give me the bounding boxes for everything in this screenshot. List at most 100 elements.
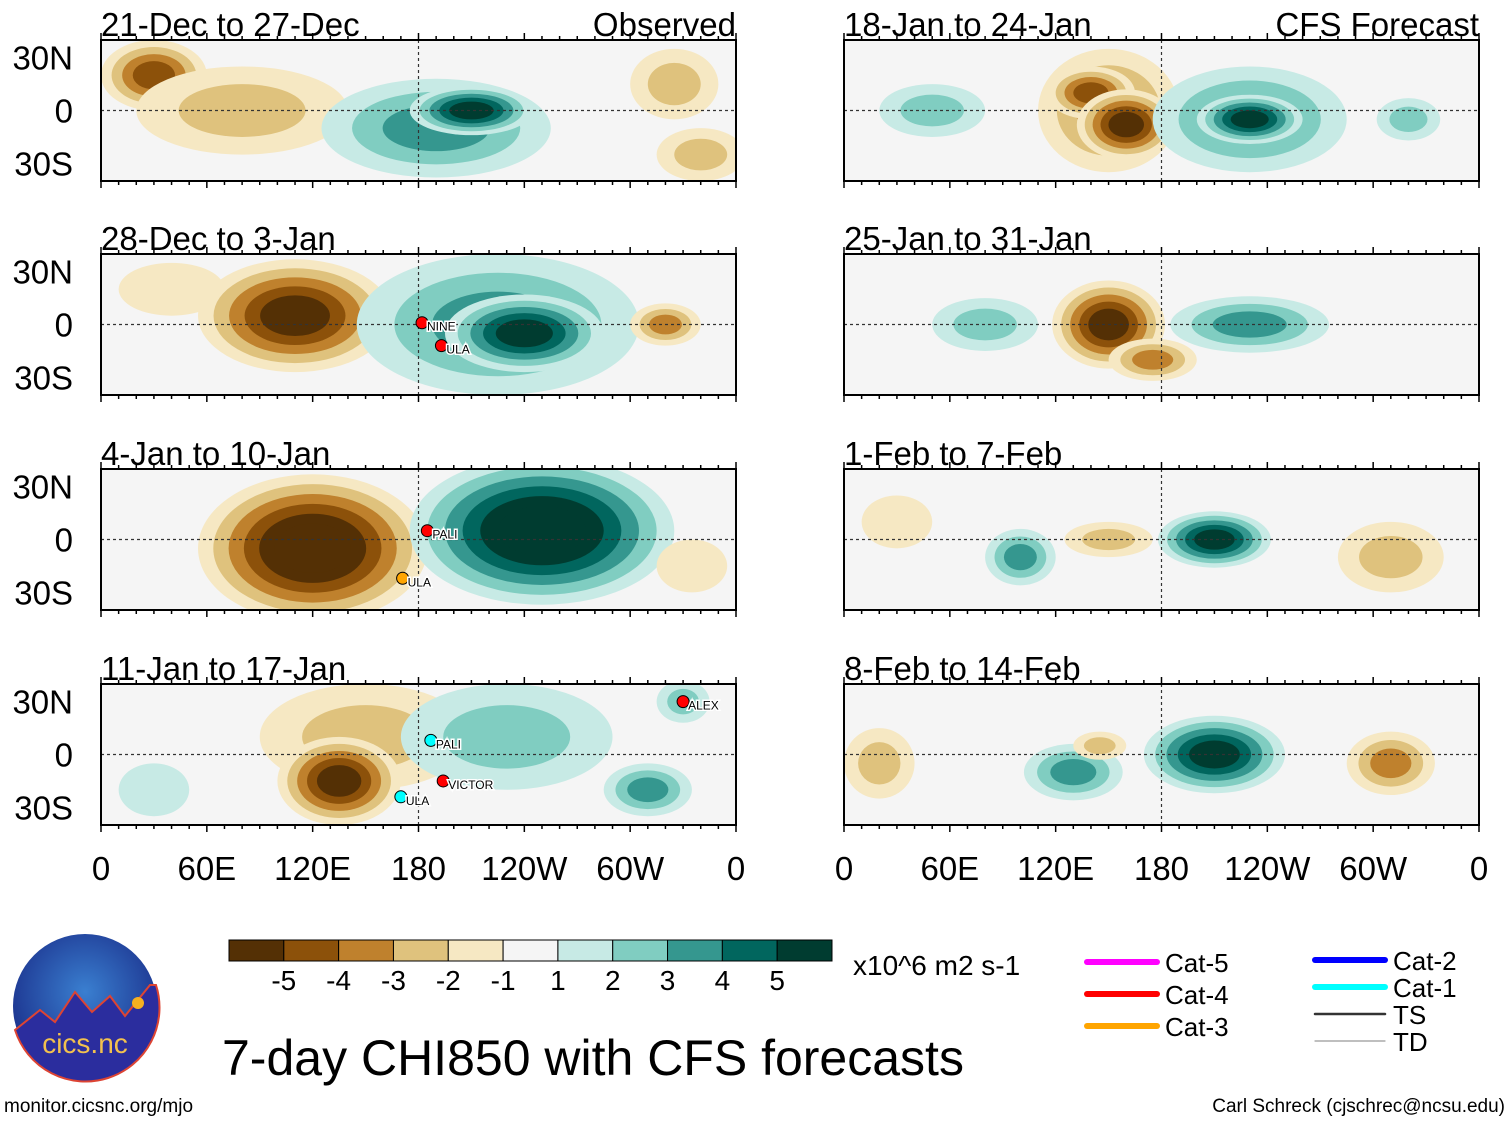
negative-anomaly-contour <box>1359 535 1423 579</box>
colorbar-tick-label: -2 <box>436 965 461 996</box>
lon-label: 120W <box>481 850 568 887</box>
lon-label: 180 <box>1134 850 1189 887</box>
storm-track: ULA <box>394 790 431 809</box>
storm-name: PALI <box>432 528 457 542</box>
storm-legend-label: Cat-3 <box>1165 1012 1229 1042</box>
positive-anomaly-contour <box>1230 110 1269 129</box>
negative-anomaly-contour <box>1370 748 1412 779</box>
storm-legend-item: TD <box>1314 1027 1428 1057</box>
colorbar-tick-label: 3 <box>660 965 676 996</box>
panel-title: 4-Jan to 10-Jan <box>101 435 330 472</box>
panel-title: 28-Dec to 3-Jan <box>101 220 336 257</box>
colorbar-tick-label: -1 <box>491 965 516 996</box>
source-url: monitor.cicsnc.org/mjo <box>4 1096 193 1117</box>
anomaly-contours <box>932 280 1330 381</box>
colorbar-swatch <box>338 939 394 962</box>
map-panel: NINE ULA 28-Dec to 3-Jan 30N 0 30S <box>12 220 737 402</box>
positive-anomaly-contour <box>1189 740 1240 769</box>
storm-marker <box>436 774 450 788</box>
anomaly-contours <box>118 684 710 825</box>
storm-legend-item: Cat-3 <box>1084 1012 1229 1042</box>
lat-label: 30N <box>12 40 73 77</box>
lat-label: 30S <box>14 359 73 396</box>
negative-anomaly-contour <box>316 765 362 797</box>
map-panel: 18-Jan to 24-Jan CFS Forecast <box>843 6 1480 188</box>
positive-anomaly-contour <box>443 705 571 769</box>
negative-anomaly-contour <box>674 138 728 171</box>
lon-label: 180 <box>391 850 446 887</box>
colorbar-swatch <box>502 939 559 962</box>
positive-anomaly-contour <box>1389 106 1428 133</box>
positive-anomaly-contour <box>953 308 1017 341</box>
storm-name: ULA <box>406 794 429 808</box>
storm-marker <box>676 695 690 709</box>
negative-anomaly-contour <box>1083 737 1116 755</box>
storm-marker <box>434 339 448 353</box>
anomaly-contours <box>101 40 736 181</box>
storm-track: NINE <box>415 316 457 335</box>
negative-anomaly-contour <box>656 539 728 593</box>
storm-track: ULA <box>396 571 432 591</box>
lon-label: 120E <box>1017 850 1094 887</box>
panel-title: 1-Feb to 7-Feb <box>844 435 1062 472</box>
storm-legend-label: TD <box>1393 1027 1428 1057</box>
lon-label: 60W <box>596 850 665 887</box>
colorbar-swatch <box>228 939 285 962</box>
panel-title: 25-Jan to 31-Jan <box>844 220 1092 257</box>
lat-label: 30S <box>14 145 73 182</box>
colorbar-swatch <box>612 939 669 962</box>
colorbar-units: x10^6 m2 s-1 <box>853 950 1020 981</box>
lat-label: 0 <box>55 93 73 130</box>
colorbar-swatch <box>447 939 504 962</box>
negative-anomaly-contour <box>1108 111 1145 138</box>
colorbar-swatch <box>776 939 833 962</box>
lon-label: 0 <box>727 850 745 887</box>
storm-name: PALI <box>436 737 461 751</box>
lon-label: 60E <box>920 850 979 887</box>
storm-track: VICTOR <box>436 774 495 793</box>
storm-name: ULA <box>446 343 469 357</box>
storm-name: VICTOR <box>448 778 493 792</box>
storm-legend-item: TS <box>1313 1000 1426 1030</box>
storm-legend-label: Cat-1 <box>1393 973 1457 1003</box>
panel-title: 21-Dec to 27-Dec <box>101 6 360 43</box>
positive-anomaly-contour <box>900 94 964 127</box>
positive-anomaly-contour <box>497 506 587 556</box>
lon-label: 0 <box>1470 850 1488 887</box>
longitude-axes: 0 60E 120E 180 120W 60W 0 0 60E 120E 180 120W 60W 0 <box>92 850 1488 887</box>
map-panels: 21-Dec to 27-Dec Observed 30N 0 30S NINE ULA 28… <box>12 6 1480 832</box>
lon-label: 0 <box>92 850 110 887</box>
colorbar: -5 -4 -3 -2 -1 1 2 3 4 5 <box>228 939 833 996</box>
storm-legend-item: Cat-5 <box>1084 948 1229 978</box>
colorbar-swatch <box>557 939 614 962</box>
lon-label: 60E <box>177 850 236 887</box>
anomaly-contours <box>861 495 1444 593</box>
lat-label: 0 <box>55 307 73 344</box>
lat-label: 30N <box>12 254 73 291</box>
panel-title: 8-Feb to 14-Feb <box>844 650 1081 687</box>
credit: Carl Schreck (cjschrec@ncsu.edu) <box>1212 1096 1505 1117</box>
positive-anomaly-contour <box>1050 758 1097 786</box>
lat-label: 30S <box>14 574 73 611</box>
colorbar-tick-label: -3 <box>381 965 406 996</box>
positive-anomaly-contour <box>495 319 553 348</box>
colorbar-swatch <box>283 939 340 962</box>
colorbar-swatch <box>667 939 723 962</box>
storm-legend-label: Cat-2 <box>1393 946 1457 976</box>
colorbar-tick-label: 5 <box>769 965 785 996</box>
storm-track: ALEX <box>676 695 720 714</box>
positive-anomaly-contour <box>449 101 494 120</box>
storm-marker <box>420 524 434 538</box>
map-panel: 25-Jan to 31-Jan <box>843 220 1480 402</box>
negative-anomaly-contour <box>858 742 901 785</box>
lat-label: 30N <box>12 469 73 506</box>
map-panel: 21-Dec to 27-Dec Observed 30N 0 30S <box>12 6 737 188</box>
colorbar-tick-label: 4 <box>715 965 731 996</box>
map-panel: PALI ULA 4-Jan to 10-Jan 30N 0 30S <box>12 435 737 617</box>
storm-legend-item: Cat-2 <box>1312 946 1457 976</box>
cics-logo: cics.nc <box>13 934 161 1083</box>
negative-anomaly-contour <box>1132 349 1174 370</box>
map-panel: 1-Feb to 7-Feb <box>843 435 1480 617</box>
storm-legend-label: Cat-4 <box>1165 980 1229 1010</box>
panel-title: 11-Jan to 17-Jan <box>101 650 346 687</box>
